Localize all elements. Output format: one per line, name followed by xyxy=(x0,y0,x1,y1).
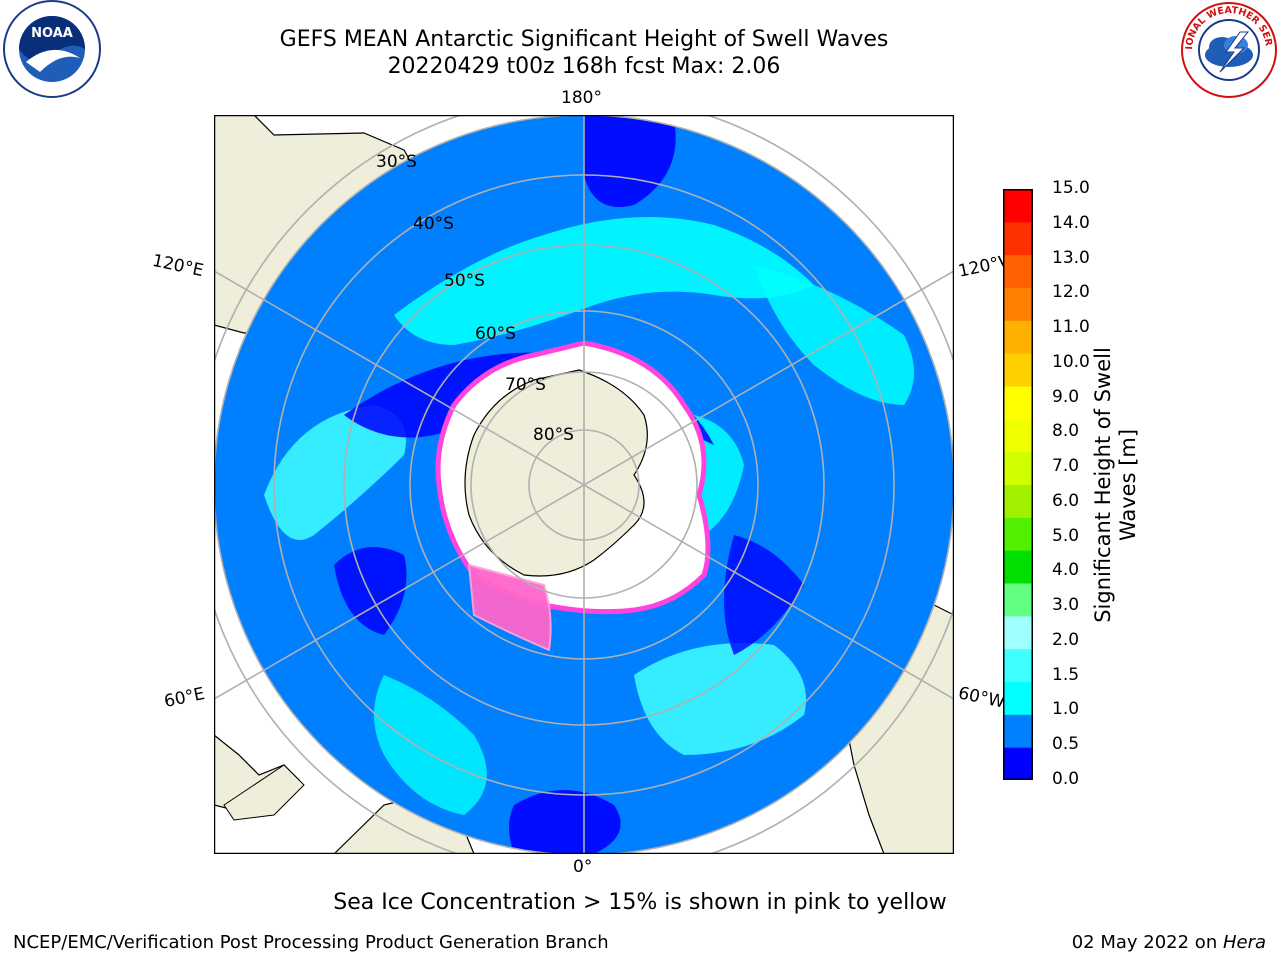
colorbar-segment xyxy=(1003,648,1033,682)
colorbar-tick-label: 0.0 xyxy=(1052,769,1080,789)
noaa-logo: NOAA xyxy=(0,0,104,100)
colorbar-segment xyxy=(1003,517,1033,551)
sea-ice-note: Sea Ice Concentration > 15% is shown in … xyxy=(333,890,947,915)
lon-label-120e: 120°E xyxy=(150,250,206,282)
colorbar-title: Significant Height of Swell Waves [m] xyxy=(1091,347,1140,623)
colorbar-segment xyxy=(1003,550,1033,584)
colorbar-segment xyxy=(1003,714,1033,748)
polar-map xyxy=(214,115,954,854)
colorbar-tick-label: 12.0 xyxy=(1052,282,1090,303)
lat-label-50s: 50°S xyxy=(444,271,485,291)
lon-label-60w: 60°W xyxy=(956,683,1007,713)
lat-label-40s: 40°S xyxy=(413,214,454,234)
footer-credit: NCEP/EMC/Verification Post Processing Pr… xyxy=(13,932,609,953)
colorbar-segment xyxy=(1003,320,1033,354)
colorbar-tick-label: 6.0 xyxy=(1052,490,1080,511)
nws-logo: NATIONAL WEATHER SERVICE xyxy=(1174,0,1280,100)
lat-label-80s: 80°S xyxy=(533,425,574,445)
colorbar-segment xyxy=(1003,747,1033,780)
colorbar-tick-label: 11.0 xyxy=(1052,317,1090,338)
colorbar-segment xyxy=(1003,418,1033,453)
colorbar-segment xyxy=(1003,189,1033,223)
svg-text:NOAA: NOAA xyxy=(31,26,73,41)
colorbar-tick-label: 1.0 xyxy=(1052,699,1080,720)
colorbar-tick-label: 4.0 xyxy=(1052,560,1080,581)
colorbar-tick-label: 9.0 xyxy=(1052,386,1080,407)
lon-label-60e: 60°E xyxy=(162,683,207,713)
colorbar-tick-label: 0.5 xyxy=(1052,734,1080,755)
colorbar-tick-label: 1.5 xyxy=(1052,664,1080,685)
colorbar-tick-label: 13.0 xyxy=(1052,247,1090,268)
colorbar-tick-label: 10.0 xyxy=(1052,351,1090,372)
footer-date: 02 May 2022 on Hera xyxy=(1071,932,1266,953)
lon-label-0: 0° xyxy=(573,857,593,877)
colorbar-tick-label: 2.0 xyxy=(1052,629,1080,650)
colorbar-tick-label: 7.0 xyxy=(1052,456,1080,477)
colorbar-segment xyxy=(1003,353,1033,387)
colorbar-segment xyxy=(1003,221,1033,256)
lat-label-30s: 30°S xyxy=(376,152,417,172)
lon-label-180: 180° xyxy=(561,88,602,108)
colorbar-segment xyxy=(1003,451,1033,485)
colorbar-tick-label: 5.0 xyxy=(1052,525,1080,546)
lat-label-60s: 60°S xyxy=(475,324,516,344)
colorbar-segment xyxy=(1003,583,1033,617)
colorbar-segment xyxy=(1003,254,1033,288)
map-subtitle: 20220429 t00z 168h fcst Max: 2.06 xyxy=(387,54,781,79)
sea-ice-and-antarctica xyxy=(435,340,711,652)
map-title: GEFS MEAN Antarctic Significant Height o… xyxy=(279,27,889,52)
colorbar-segment xyxy=(1003,615,1033,650)
graticule xyxy=(214,115,954,854)
lat-label-70s: 70°S xyxy=(505,375,546,395)
colorbar-tick-label: 14.0 xyxy=(1052,212,1090,233)
colorbar-segment xyxy=(1003,484,1033,518)
colorbar-segment xyxy=(1003,287,1033,321)
colorbar-tick-label: 3.0 xyxy=(1052,595,1080,616)
colorbar-tick-label: 15.0 xyxy=(1052,178,1090,198)
colorbar-segment xyxy=(1003,386,1033,420)
colorbar-segment xyxy=(1003,681,1033,715)
colorbar-tick-label: 8.0 xyxy=(1052,421,1080,442)
colorbar xyxy=(1003,189,1033,780)
